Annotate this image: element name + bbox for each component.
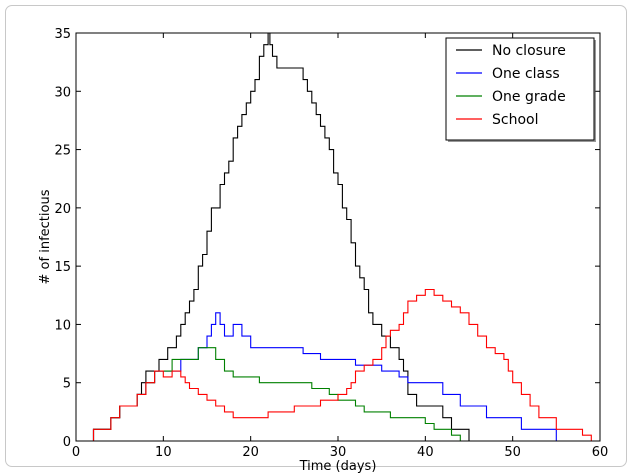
y-tick-label: 30 [54,85,71,100]
y-tick-label: 15 [54,260,71,275]
x-tick-label: 40 [417,445,434,460]
legend-box [445,37,595,141]
series-line-school [76,288,600,442]
x-tick-label: 50 [504,445,521,460]
x-tick-label: 20 [242,445,259,460]
y-tick-label: 25 [54,144,71,159]
x-tick-label: 60 [592,445,609,460]
legend-label: No closure [492,43,566,59]
y-axis-label: # of infectious [38,189,53,284]
y-tick-label: 0 [63,435,71,450]
x-axis-label: Time (days) [299,459,377,474]
legend-label: One grade [492,89,566,105]
legend-label: One class [492,66,560,82]
y-tick-label: 5 [63,377,71,392]
x-tick-label: 30 [330,445,347,460]
y-tick-label: 10 [54,318,71,333]
legend-label: School [492,112,538,128]
y-tick-label: 35 [54,27,71,42]
ticks-layer: 0 10 20 30 40 50 60 0 5 10 15 20 25 30 35 [54,27,608,460]
legend: No closure One class One grade School [445,37,596,142]
x-tick-label: 10 [155,445,172,460]
x-tick-label: 0 [72,445,80,460]
y-tick-label: 20 [54,202,71,217]
